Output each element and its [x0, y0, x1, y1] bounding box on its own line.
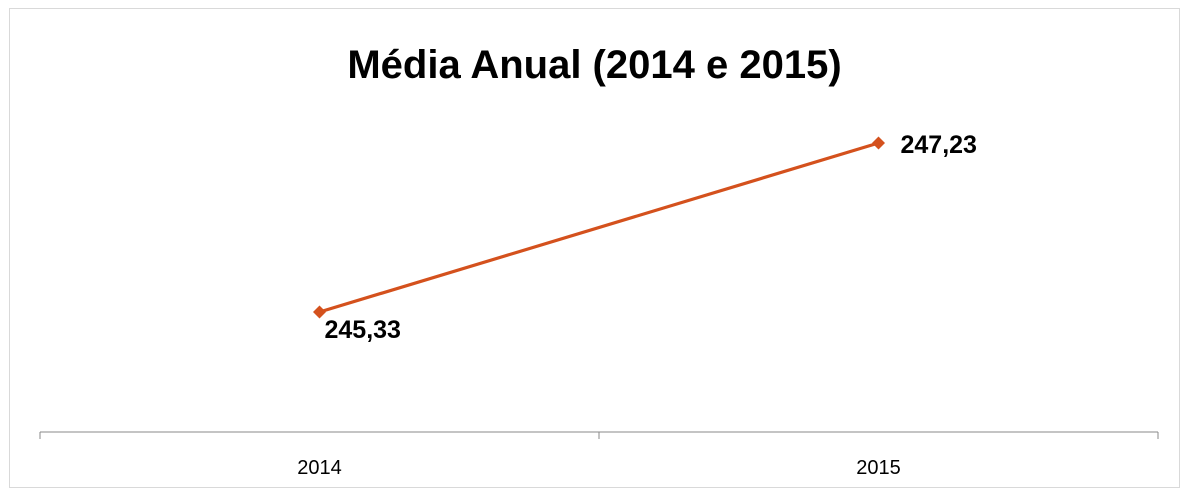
series-layer	[313, 136, 885, 319]
x-axis: 2014 2015	[39, 431, 1159, 479]
chart-frame	[9, 8, 1180, 488]
data-point-marker-2014	[313, 305, 326, 319]
x-tick-label-2014: 2014	[297, 457, 342, 479]
data-point-marker-2015	[872, 136, 885, 150]
data-labels: 245,33 247,23	[325, 131, 977, 344]
x-tick-label-2015: 2015	[856, 457, 901, 479]
series-line	[317, 141, 881, 314]
data-label-2014: 245,33	[325, 316, 401, 344]
data-label-2015: 247,23	[901, 131, 977, 159]
chart-title: Média Anual (2014 e 2015)	[347, 43, 842, 87]
